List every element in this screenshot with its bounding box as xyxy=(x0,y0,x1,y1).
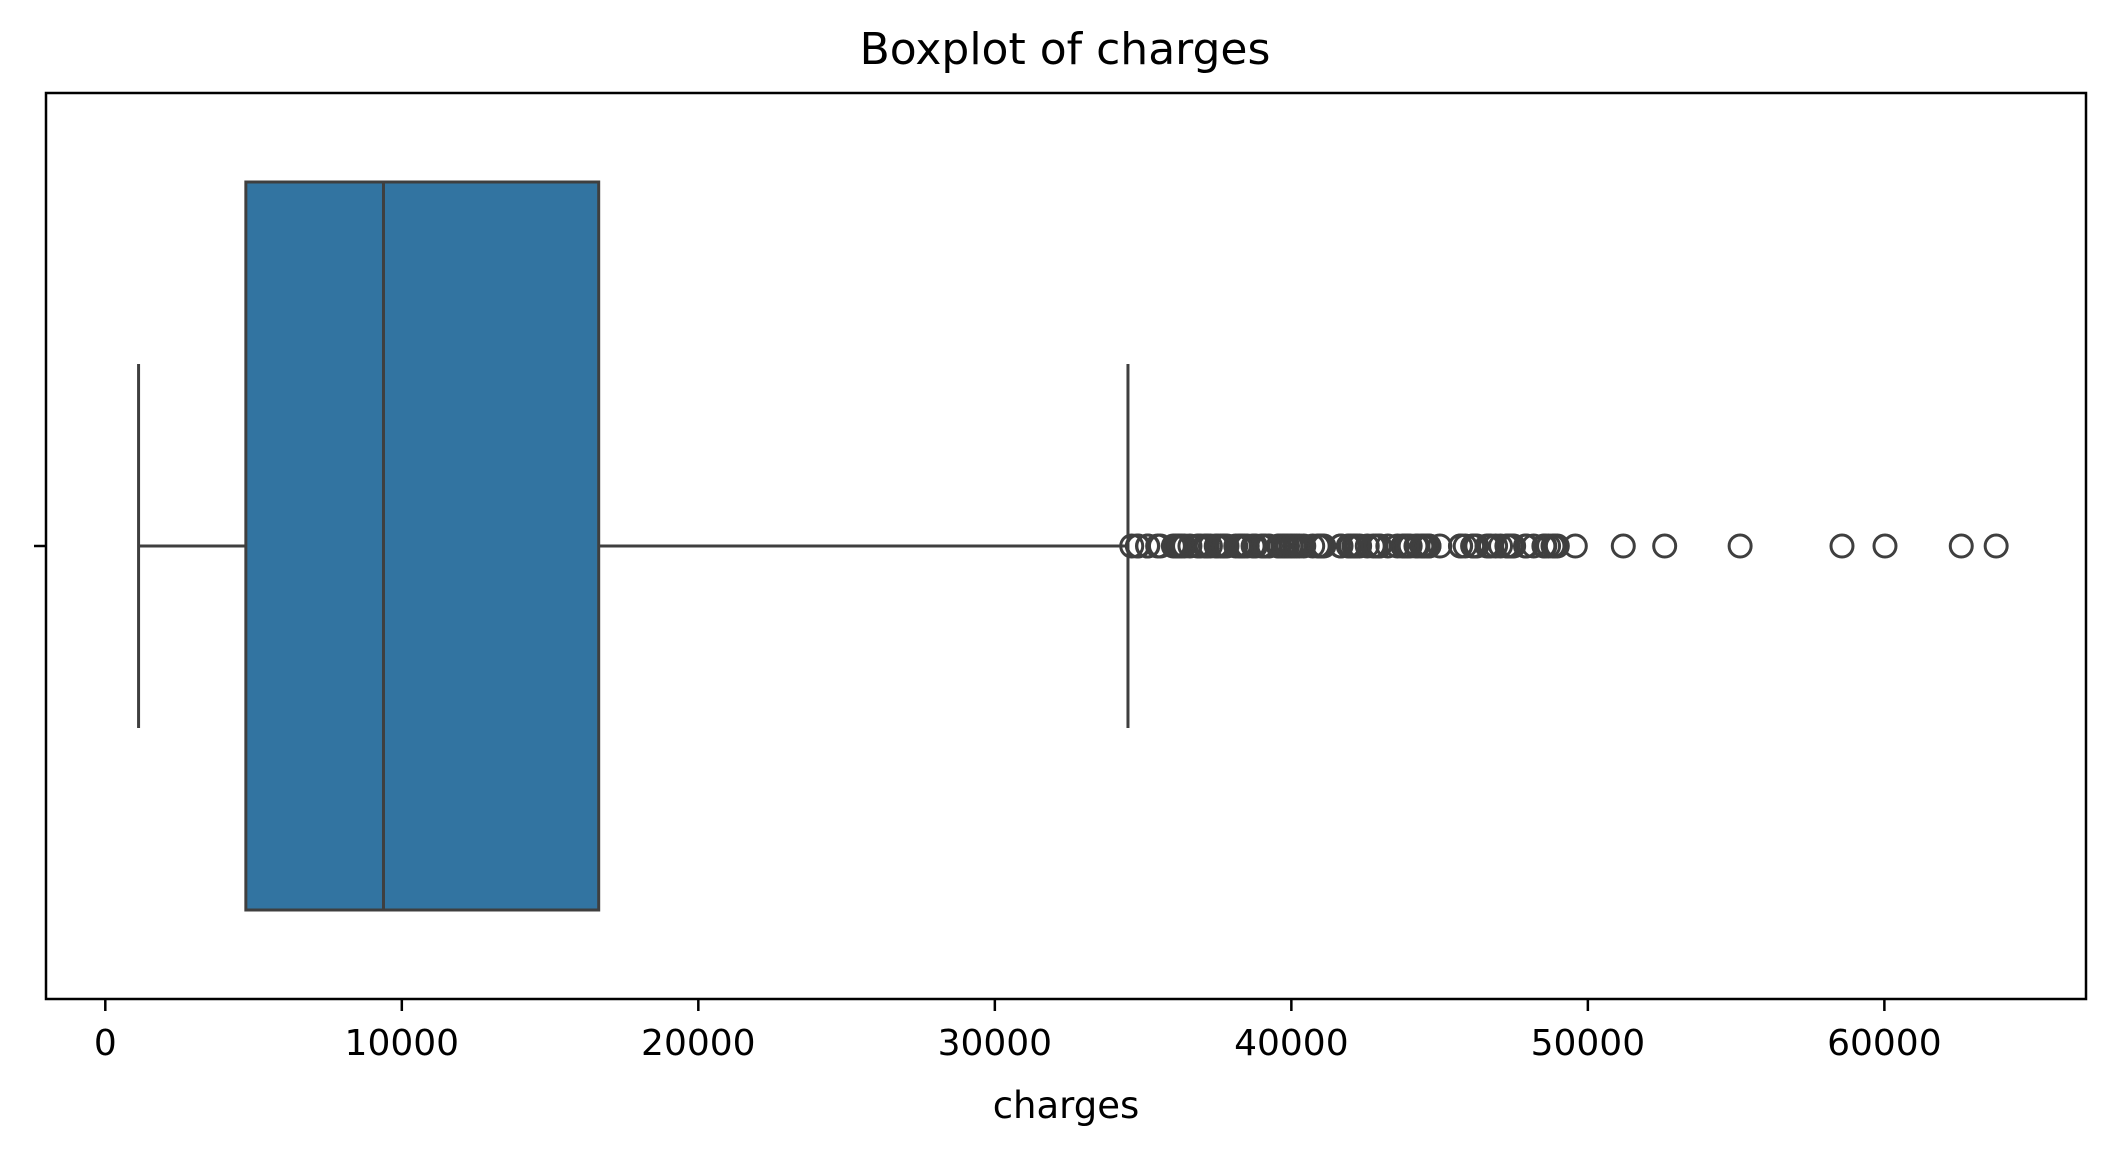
x-axis-ticks: 0 10000 20000 30000 40000 50000 60000 xyxy=(94,999,1942,1064)
chart-title: Boxplot of charges xyxy=(860,24,1271,75)
outlier-point xyxy=(1291,533,1317,559)
outlier-point xyxy=(1328,533,1354,559)
outlier-point xyxy=(1464,533,1490,559)
outlier-point xyxy=(1544,533,1570,559)
x-axis-label: charges xyxy=(993,1084,1140,1127)
outlier-point xyxy=(1501,533,1527,559)
outlier-layer xyxy=(1119,533,2009,559)
x-tick-label: 40000 xyxy=(1234,1023,1349,1064)
outlier-point xyxy=(1829,533,1855,559)
x-tick-label: 10000 xyxy=(345,1023,460,1064)
x-tick-label: 60000 xyxy=(1827,1023,1942,1064)
x-tick-label: 50000 xyxy=(1531,1023,1646,1064)
iqr-box xyxy=(244,180,601,912)
outlier-point xyxy=(1311,533,1337,559)
outlier-point xyxy=(1214,533,1240,559)
box-layer xyxy=(137,180,1130,912)
outlier-point xyxy=(1488,533,1514,559)
outlier-point xyxy=(1347,533,1373,559)
outlier-point xyxy=(1562,533,1588,559)
outlier-point xyxy=(1983,533,2009,559)
outlier-point xyxy=(1610,533,1636,559)
outlier-point xyxy=(1135,533,1161,559)
outlier-point xyxy=(1177,533,1203,559)
x-tick-label: 20000 xyxy=(641,1023,756,1064)
outlier-point xyxy=(1948,533,1974,559)
outlier-point xyxy=(1416,533,1442,559)
outlier-point xyxy=(1727,533,1753,559)
x-tick-label: 0 xyxy=(94,1023,117,1064)
outlier-point xyxy=(1652,533,1678,559)
x-tick-label: 30000 xyxy=(938,1023,1053,1064)
outlier-point xyxy=(1872,533,1898,559)
